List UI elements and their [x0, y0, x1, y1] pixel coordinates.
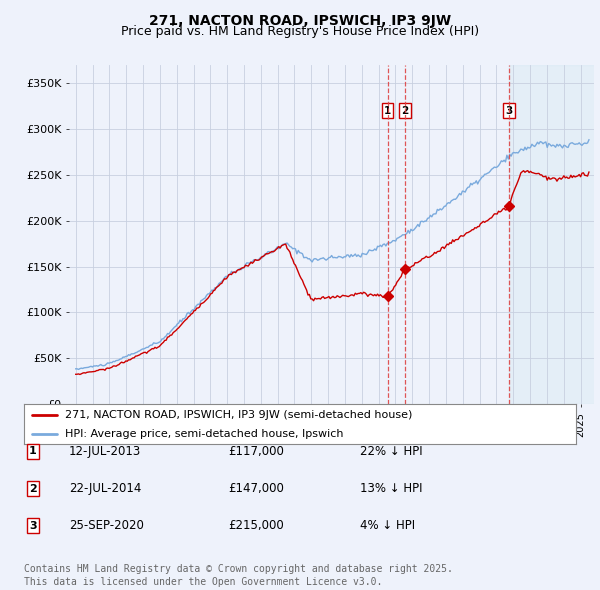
Text: £117,000: £117,000	[228, 445, 284, 458]
Text: 3: 3	[505, 106, 512, 116]
Text: 22-JUL-2014: 22-JUL-2014	[69, 482, 142, 495]
Text: 271, NACTON ROAD, IPSWICH, IP3 9JW (semi-detached house): 271, NACTON ROAD, IPSWICH, IP3 9JW (semi…	[65, 411, 413, 421]
Text: 13% ↓ HPI: 13% ↓ HPI	[360, 482, 422, 495]
Text: 2: 2	[401, 106, 409, 116]
Text: 25-SEP-2020: 25-SEP-2020	[69, 519, 144, 532]
Text: HPI: Average price, semi-detached house, Ipswich: HPI: Average price, semi-detached house,…	[65, 430, 344, 439]
Text: Contains HM Land Registry data © Crown copyright and database right 2025.
This d: Contains HM Land Registry data © Crown c…	[24, 564, 453, 587]
Text: 22% ↓ HPI: 22% ↓ HPI	[360, 445, 422, 458]
Text: £215,000: £215,000	[228, 519, 284, 532]
Text: Price paid vs. HM Land Registry's House Price Index (HPI): Price paid vs. HM Land Registry's House …	[121, 25, 479, 38]
Text: 12-JUL-2013: 12-JUL-2013	[69, 445, 141, 458]
Text: 4% ↓ HPI: 4% ↓ HPI	[360, 519, 415, 532]
Text: £147,000: £147,000	[228, 482, 284, 495]
Text: 1: 1	[384, 106, 391, 116]
Text: 3: 3	[29, 521, 37, 530]
Text: 271, NACTON ROAD, IPSWICH, IP3 9JW: 271, NACTON ROAD, IPSWICH, IP3 9JW	[149, 14, 451, 28]
Bar	[509, 65, 598, 404]
Text: 2: 2	[29, 484, 37, 493]
Text: 1: 1	[29, 447, 37, 456]
